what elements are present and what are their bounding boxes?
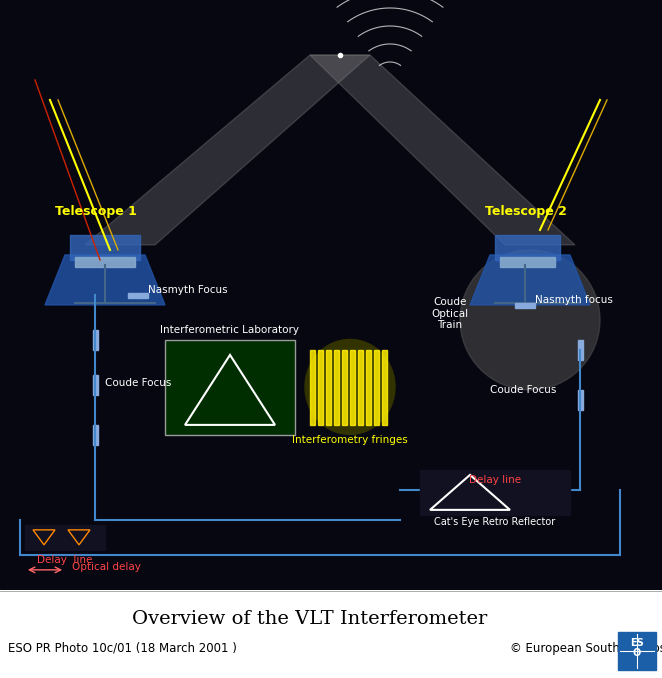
Bar: [374, 350, 379, 425]
Ellipse shape: [305, 340, 395, 435]
Bar: [500, 257, 555, 267]
Text: Nasmyth focus: Nasmyth focus: [535, 295, 613, 305]
Bar: [93, 330, 98, 350]
Text: Interferometry fringes: Interferometry fringes: [292, 435, 408, 445]
Polygon shape: [470, 255, 590, 305]
Text: Telescope 1: Telescope 1: [55, 205, 137, 218]
Bar: [350, 350, 355, 425]
Circle shape: [460, 250, 600, 390]
Text: Coude
Optical
Train: Coude Optical Train: [432, 297, 469, 330]
Polygon shape: [45, 255, 165, 305]
Text: ES: ES: [630, 638, 644, 648]
Bar: [326, 350, 331, 425]
Text: Coude Focus: Coude Focus: [490, 385, 556, 395]
Bar: [128, 293, 148, 298]
Bar: [618, 632, 656, 670]
Bar: [310, 350, 315, 425]
Bar: [515, 303, 535, 308]
Bar: [358, 350, 363, 425]
Text: Overview of the VLT Interferometer: Overview of the VLT Interferometer: [132, 610, 488, 628]
Text: Coude Focus: Coude Focus: [105, 378, 171, 388]
Bar: [366, 350, 371, 425]
Bar: [578, 340, 583, 360]
Bar: [93, 425, 98, 445]
Text: ESO PR Photo 10c/01 (18 March 2001 ): ESO PR Photo 10c/01 (18 March 2001 ): [8, 642, 237, 655]
Text: Telescope 2: Telescope 2: [485, 205, 567, 218]
Bar: [334, 350, 339, 425]
Text: © European Southern Observatory: © European Southern Observatory: [510, 642, 662, 655]
Text: Cat's Eye Retro Reflector: Cat's Eye Retro Reflector: [434, 517, 555, 527]
Bar: [165, 340, 295, 435]
Text: Delay  line: Delay line: [37, 555, 93, 565]
Bar: [495, 235, 560, 260]
Bar: [420, 470, 570, 515]
Text: Optical delay: Optical delay: [72, 562, 141, 572]
Bar: [25, 525, 105, 550]
Bar: [75, 257, 135, 267]
Bar: [318, 350, 323, 425]
Bar: [93, 375, 98, 395]
Bar: [382, 350, 387, 425]
Text: Delay line: Delay line: [469, 475, 521, 485]
Bar: [342, 350, 347, 425]
Bar: [70, 235, 140, 260]
Text: Interferometric Laboratory: Interferometric Laboratory: [160, 325, 299, 335]
Text: Nasmyth Focus: Nasmyth Focus: [148, 285, 228, 295]
Polygon shape: [85, 55, 370, 245]
Text: O: O: [633, 648, 641, 658]
Polygon shape: [310, 55, 575, 245]
Bar: [578, 390, 583, 410]
